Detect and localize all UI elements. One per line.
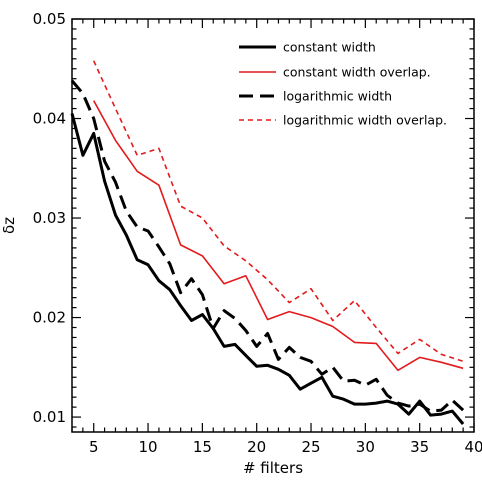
x-tick-label: 35	[410, 438, 429, 456]
y-tick-label: 0.04	[33, 110, 66, 128]
x-tick-label: 15	[193, 438, 212, 456]
series-line-1	[70, 113, 465, 425]
x-tick-label: 30	[356, 438, 375, 456]
x-tick-label: 25	[301, 438, 320, 456]
series-line-4	[92, 60, 464, 363]
legend-label-3: logarithmic width	[283, 89, 392, 104]
y-tick-label: 0.05	[33, 10, 66, 28]
series-line-2	[92, 100, 464, 372]
y-axis-ticks: 0.01 0.02 0.03 0.04 0.05	[33, 10, 474, 428]
x-tick-label: 10	[139, 438, 158, 456]
plot-frame	[71, 18, 475, 433]
series-line-3	[70, 79, 465, 413]
y-tick-label: 0.02	[33, 309, 66, 327]
y-axis-title: δz	[0, 217, 18, 234]
y-tick-label: 0.03	[33, 209, 66, 227]
legend-label-1: constant width	[283, 40, 376, 55]
x-tick-label: 20	[247, 438, 266, 456]
x-tick-label: 5	[89, 438, 99, 456]
x-axis-title: # filters	[243, 459, 303, 477]
x-tick-label: 40	[464, 438, 482, 456]
x-axis-ticks: 5 10 15 20 25 30 35 40	[71, 19, 482, 456]
series-layer	[70, 60, 465, 425]
y-tick-label: 0.01	[33, 408, 66, 426]
legend-label-2: constant width overlap.	[283, 65, 431, 80]
legend-label-4: logarithmic width overlap.	[283, 113, 447, 128]
legend: constant width constant width overlap. log…	[239, 40, 447, 128]
